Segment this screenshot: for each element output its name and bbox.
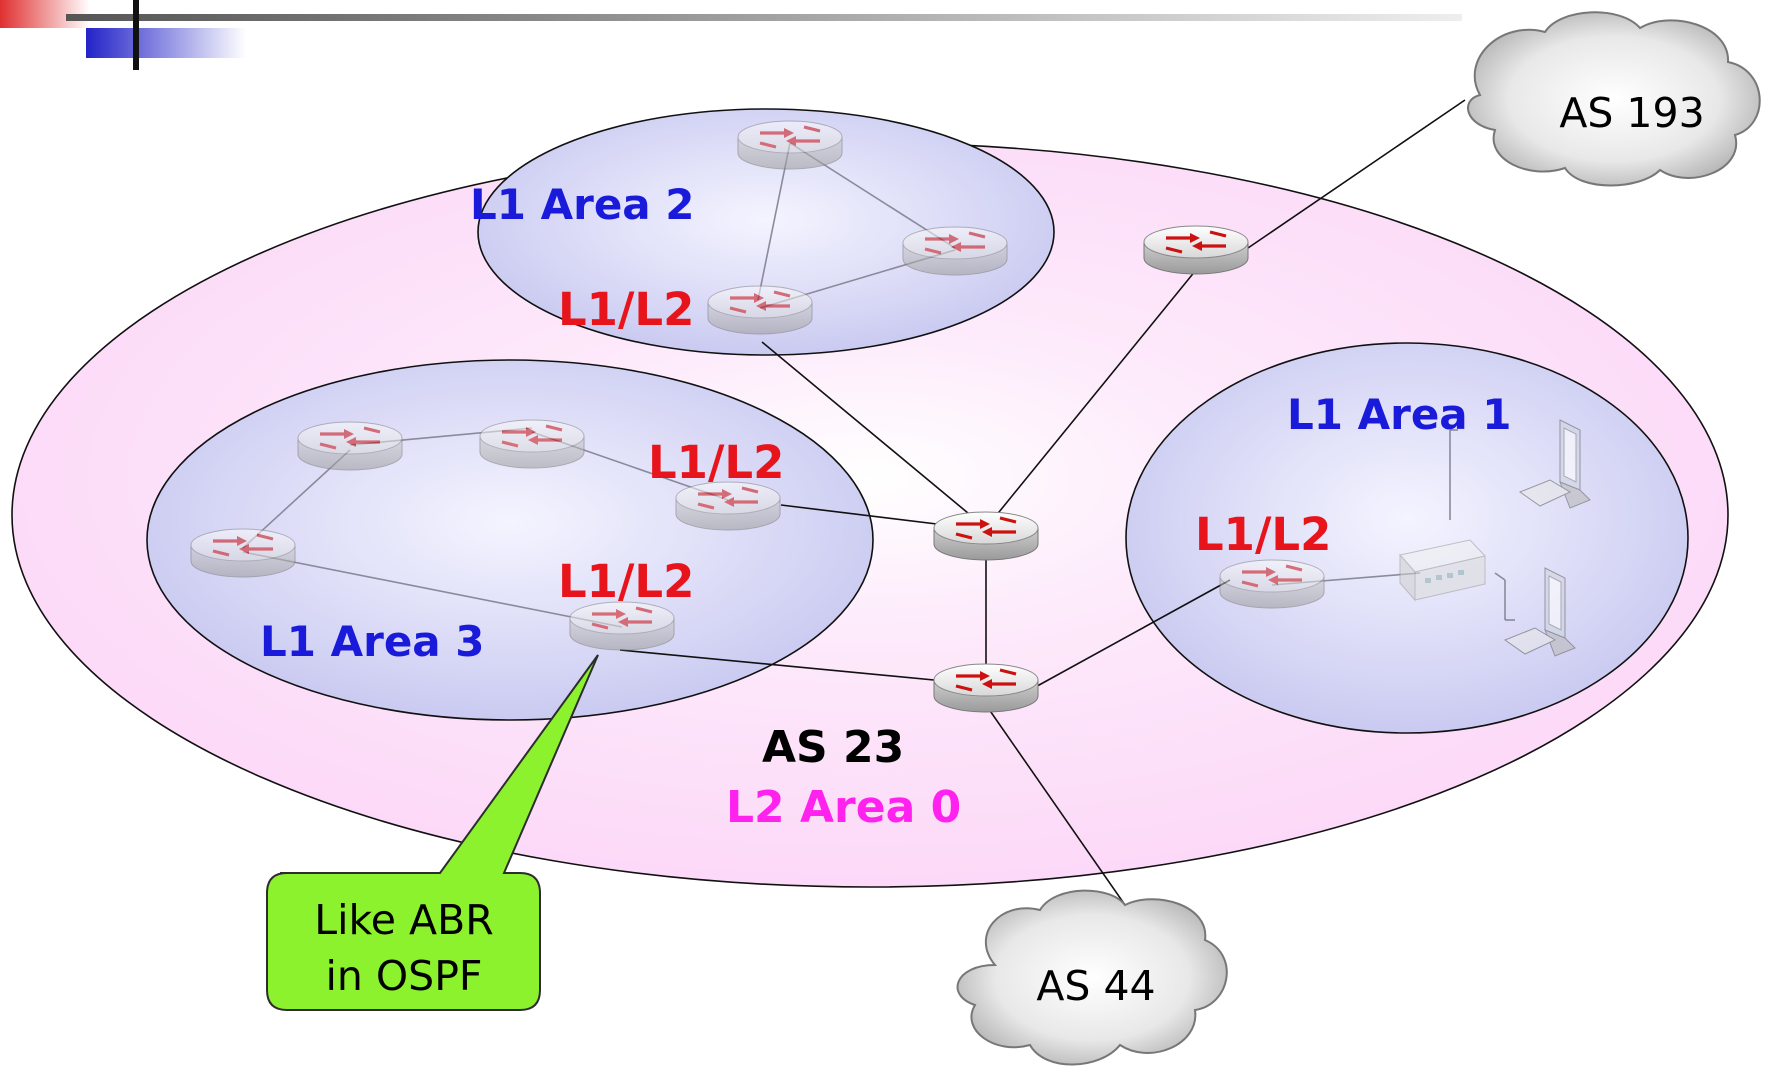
l1l2-area2-label: L1/L2 — [558, 283, 694, 336]
router-area2-l1l2[interactable] — [706, 284, 814, 336]
l1l2-area3-top-label: L1/L2 — [648, 436, 784, 489]
computer-icon[interactable] — [1518, 419, 1591, 509]
slide-header-decoration — [0, 0, 1462, 70]
l1-area-2-zone — [477, 108, 1055, 356]
router-area3-l1l2-bottom[interactable] — [568, 600, 676, 652]
l1-area-2-label: L1 Area 2 — [470, 180, 695, 229]
cloud-as193-label: AS 193 — [1559, 89, 1704, 137]
l1-area-3-label: L1 Area 3 — [260, 617, 485, 666]
switch-icon[interactable] — [1399, 539, 1486, 602]
router-area3-l1l2-top[interactable] — [674, 480, 782, 532]
callout-line-1: Like ABR — [314, 896, 493, 944]
callout-line-2: in OSPF — [325, 952, 482, 1000]
computer-icon[interactable] — [1503, 567, 1576, 657]
router-area3-left[interactable] — [189, 527, 297, 579]
router-area3-a[interactable] — [296, 420, 404, 472]
l1l2-area1-label: L1/L2 — [1195, 508, 1331, 561]
cloud-as193: AS 193 — [1467, 11, 1761, 187]
router-area2-top[interactable] — [736, 119, 844, 171]
abr-callout: Like ABR in OSPF — [266, 654, 599, 1011]
backbone-links — [619, 99, 1466, 906]
header-vertical-tick — [133, 0, 139, 70]
header-blue-square — [86, 28, 246, 58]
router-area1-l1l2[interactable] — [1218, 558, 1326, 610]
callout-bubble — [266, 654, 599, 1011]
l1-area-1-label: L1 Area 1 — [1287, 390, 1512, 439]
router-backbone-bottom[interactable] — [932, 662, 1040, 714]
as23-label: AS 23 — [762, 722, 904, 773]
router-area3-b[interactable] — [478, 418, 586, 470]
header-rule — [66, 14, 1462, 21]
router-edge-as193[interactable] — [1142, 224, 1250, 276]
cloud-as44-label: AS 44 — [1036, 962, 1155, 1010]
l1l2-area3-bottom-label: L1/L2 — [558, 555, 694, 608]
cloud-as44: AS 44 — [956, 889, 1228, 1066]
router-backbone-top[interactable] — [932, 510, 1040, 562]
router-area2-right[interactable] — [901, 225, 1009, 277]
l2-area-0-label: L2 Area 0 — [726, 782, 961, 833]
